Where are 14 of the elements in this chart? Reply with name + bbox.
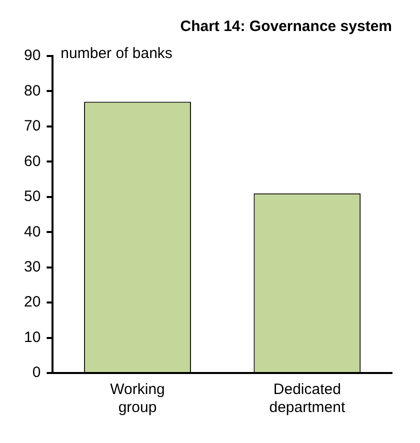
y-axis-title: number of banks bbox=[60, 45, 172, 62]
x-tick-label: Dedicated department bbox=[269, 381, 346, 416]
y-tick-label: 30 bbox=[24, 258, 41, 276]
y-tick-label: 50 bbox=[24, 188, 41, 206]
y-tick-label: 70 bbox=[24, 118, 41, 135]
chart-title: Chart 14: Governance system bbox=[180, 18, 392, 36]
y-tick-label: 10 bbox=[24, 328, 41, 346]
y-tick-label: 20 bbox=[24, 294, 41, 311]
y-tick-label: 0 bbox=[32, 364, 41, 382]
x-tick-label: Working group bbox=[110, 381, 165, 416]
y-tick-label: 60 bbox=[24, 152, 41, 170]
y-tick-label: 90 bbox=[24, 47, 41, 64]
y-tick-label: 40 bbox=[24, 223, 41, 240]
y-tick-label: 80 bbox=[24, 82, 41, 100]
